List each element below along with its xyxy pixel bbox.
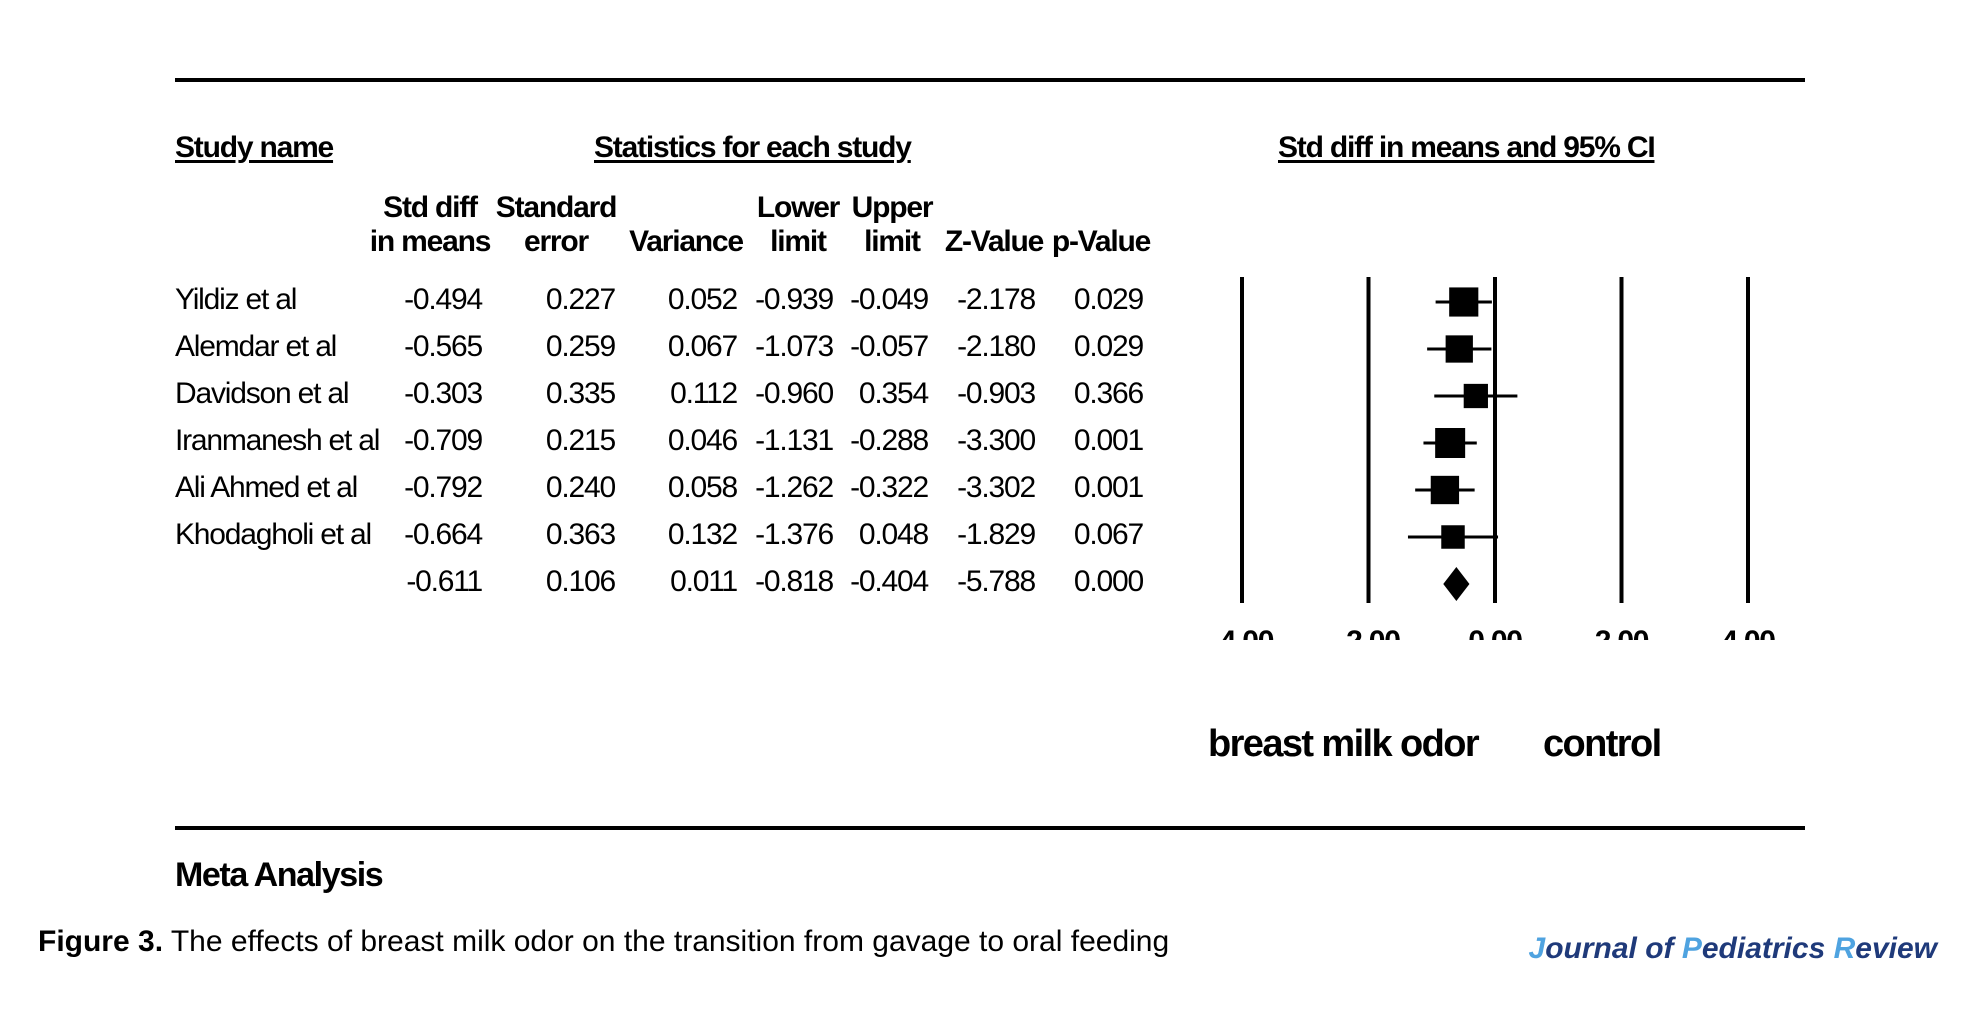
table-cell: 0.335: [545, 377, 616, 410]
column-header-2-line2: error: [523, 225, 589, 258]
study-name-cell: Davidson et al: [175, 377, 350, 410]
table-cell: -0.404: [850, 565, 929, 598]
column-header-4-line1: Lower: [756, 191, 841, 224]
table-cell: -3.302: [957, 471, 1036, 504]
table-cell: 0.112: [670, 377, 738, 410]
table-cell: 0.029: [1073, 330, 1144, 363]
table-cell: -0.322: [850, 471, 929, 504]
ci-header: Std diff in means and 95% CI: [1278, 131, 1656, 164]
table-cell: 0.029: [1073, 283, 1144, 316]
summary-diamond: [1443, 567, 1470, 601]
study-name-cell: Khodagholi et al: [175, 518, 372, 551]
right-favour-label: control: [1543, 723, 1662, 765]
table-cell: -1.829: [957, 518, 1036, 551]
x-tick-label: -4.00: [1211, 625, 1274, 640]
column-header-5-line1: Upper: [851, 191, 934, 224]
study-name-cell: Iranmanesh et al: [175, 424, 380, 457]
caption-text: The effects of breast milk odor on the t…: [163, 925, 1170, 958]
table-cell: 0.106: [545, 565, 616, 598]
column-header-5-line2: limit: [864, 225, 921, 258]
table-cell: -0.792: [404, 471, 483, 504]
table-cell: 0.366: [1073, 377, 1144, 410]
table-cell: 0.001: [1073, 424, 1144, 457]
table-cell: -0.903: [957, 377, 1036, 410]
table-cell: 0.215: [545, 424, 616, 457]
column-header-1-line1: Std diff: [383, 191, 478, 224]
table-cell: -0.611: [406, 565, 483, 598]
left-favour-label: breast milk odor: [1208, 723, 1480, 765]
bottom-rule: [175, 826, 1805, 830]
study-marker: [1435, 428, 1466, 458]
journal-text-3: eview: [1855, 932, 1937, 965]
study-marker: [1430, 475, 1460, 505]
column-header-3-line2: Variance: [629, 225, 744, 258]
table-cell: 0.011: [670, 565, 738, 598]
table-cell: -0.939: [755, 283, 834, 316]
forest-plot: -4.00 -2.00 0.00 2.00 4.00: [1211, 277, 1777, 640]
table-cell: 0.067: [667, 330, 738, 363]
top-rule: [175, 78, 1805, 82]
caption-figure-number: Figure 3.: [38, 925, 164, 958]
table-cell: -1.262: [755, 471, 834, 504]
column-header-1-line2: in means: [369, 225, 492, 258]
column-header-6-line2: Z-Value: [944, 225, 1045, 258]
table-cell: -0.709: [404, 424, 483, 457]
table-cell: -0.664: [404, 518, 483, 551]
table-cell: 0.363: [545, 518, 616, 551]
table-cell: 0.227: [545, 283, 616, 316]
column-header-7-line2: p-Value: [1051, 225, 1152, 258]
journal-letter-r: R: [1833, 932, 1856, 965]
figure-caption: Figure 3. The effects of breast milk odo…: [38, 925, 1169, 959]
study-marker: [1441, 525, 1465, 549]
journal-letter-p: P: [1681, 932, 1702, 965]
column-header-4-line2: limit: [770, 225, 827, 258]
table-cell: 0.000: [1073, 565, 1144, 598]
journal-text-2: ediatrics: [1701, 932, 1834, 965]
table-cell: -0.960: [755, 377, 834, 410]
journal-letter-j: J: [1528, 932, 1546, 965]
study-name-header: Study name: [175, 131, 334, 164]
journal-logo: Journal of Pediatrics Review: [1529, 932, 1938, 966]
table-cell: 0.048: [858, 518, 929, 551]
table-cell: -1.131: [755, 424, 834, 457]
table-cell: -2.180: [957, 330, 1036, 363]
stats-header: Statistics for each study: [594, 131, 912, 164]
table-cell: -0.303: [404, 377, 483, 410]
table-cell: -2.178: [957, 283, 1036, 316]
x-tick-label: 0.00: [1468, 625, 1522, 640]
study-marker: [1445, 335, 1473, 363]
study-name-cell: Alemdar et al: [175, 330, 337, 363]
table-cell: 0.240: [545, 471, 616, 504]
table-cell: 0.046: [667, 424, 738, 457]
table-cell: -3.300: [957, 424, 1036, 457]
table-cell: -0.057: [850, 330, 929, 363]
table-cell: 0.354: [858, 377, 929, 410]
table-cell: -1.073: [755, 330, 834, 363]
table-cell: 0.001: [1073, 471, 1144, 504]
x-tick-label: -2.00: [1337, 625, 1400, 640]
table-cell: -0.565: [404, 330, 483, 363]
table-cell: 0.058: [667, 471, 738, 504]
meta-analysis-label: Meta Analysis: [175, 856, 384, 894]
table-cell: 0.259: [545, 330, 616, 363]
table-cell: 0.067: [1073, 518, 1144, 551]
x-tick-label: 2.00: [1595, 625, 1649, 640]
study-marker: [1449, 287, 1479, 317]
table-cell: -0.494: [404, 283, 483, 316]
table-cell: 0.052: [667, 283, 738, 316]
x-tick-label: 4.00: [1721, 625, 1775, 640]
table-cell: -0.818: [755, 565, 834, 598]
table-cell: -1.376: [755, 518, 834, 551]
table-cell: -5.788: [957, 565, 1036, 598]
journal-text-1: ournal of: [1545, 932, 1682, 965]
table-cell: -0.288: [850, 424, 929, 457]
study-name-cell: Yildiz et al: [175, 283, 297, 316]
column-header-2-line1: Standard: [495, 191, 618, 224]
table-cell: 0.132: [667, 518, 738, 551]
study-name-cell: Ali Ahmed et al: [175, 471, 358, 504]
table-cell: -0.049: [850, 283, 929, 316]
study-marker: [1463, 383, 1488, 409]
